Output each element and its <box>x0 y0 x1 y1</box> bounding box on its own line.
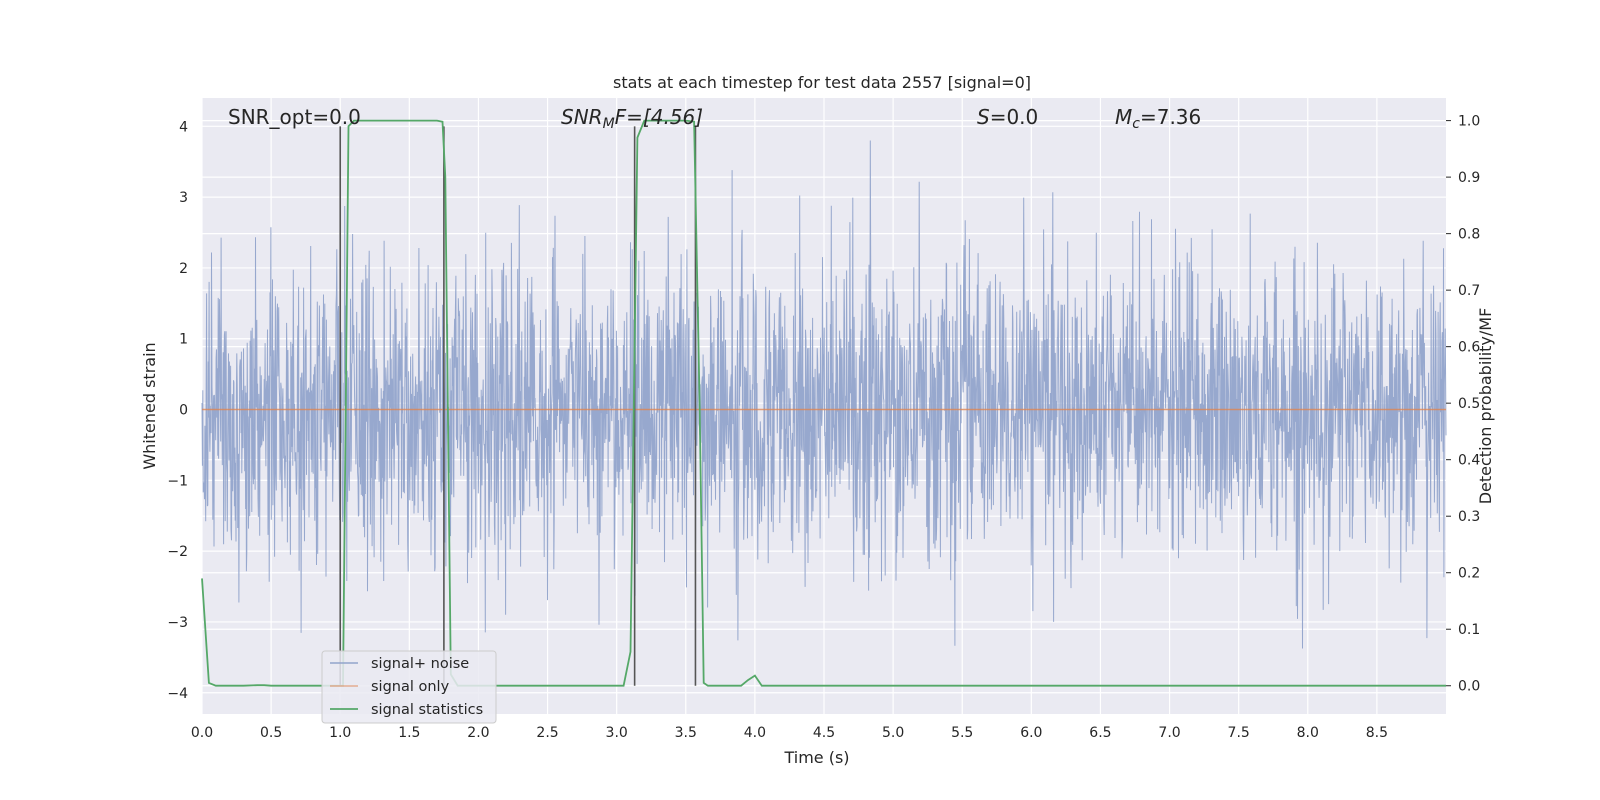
y-tick-label-right: 1.0 <box>1458 114 1480 130</box>
annotation-snr-mf-main: SNR <box>561 105 603 129</box>
y-tick-label-left: 2 <box>179 261 188 277</box>
x-tick-label: 6.0 <box>1020 725 1042 741</box>
x-tick-label: 1.5 <box>398 725 420 741</box>
legend-label-signal-statistics: signal statistics <box>371 702 483 718</box>
series-signal-noise-line <box>201 140 1447 649</box>
annotation-s-rest: =0.0 <box>990 105 1039 129</box>
y-tick-label-left: 3 <box>179 190 188 206</box>
x-tick-label: 8.5 <box>1366 725 1388 741</box>
y-tick-label-left: −2 <box>167 544 188 560</box>
y-tick-label-right: 0.4 <box>1458 453 1480 469</box>
tick-labels: 0.0 0.5 1.0 1.5 2.0 2.5 3.0 3.5 4.0 4.5 5.0 5.5 6.0 6… <box>167 114 1480 741</box>
annotation-mc-sub: c <box>1132 116 1140 132</box>
annotation-snr-mf-rest: F=[4.56] <box>615 105 703 129</box>
annotation-snr-opt: SNR_opt=0.0 <box>228 105 361 129</box>
y-axis-label-left: Whitened strain <box>140 342 159 469</box>
y-tick-label-right: 0.8 <box>1458 227 1480 243</box>
annotation-snr-mf: SNRMF=[4.56] <box>561 105 703 132</box>
legend: signal+ noise signal only signal statist… <box>321 650 497 724</box>
y-tick-label-right: 0.6 <box>1458 340 1480 356</box>
y-tick-label-right: 0.0 <box>1458 679 1480 695</box>
x-tick-label: 2.5 <box>536 725 558 741</box>
chart-title: stats at each timestep for test data 255… <box>613 73 1031 92</box>
y-tick-label-left: 0 <box>179 403 188 419</box>
y-axis-label-right: Detection probability/MF <box>1476 308 1495 505</box>
annotation-s: S=0.0 <box>977 105 1038 129</box>
legend-label-signal-noise: signal+ noise <box>371 656 469 672</box>
x-tick-label: 0.0 <box>191 725 213 741</box>
x-tick-label: 4.0 <box>744 725 766 741</box>
annotation-mc: Mc=7.36 <box>1115 105 1201 132</box>
y-tick-label-left: −1 <box>167 473 188 489</box>
x-tick-label: 0.5 <box>260 725 282 741</box>
x-tick-label: 7.0 <box>1158 725 1180 741</box>
x-tick-label: 5.5 <box>951 725 973 741</box>
x-axis-label: Time (s) <box>783 748 849 767</box>
annotation-mc-main: M <box>1115 105 1132 129</box>
x-tick-label: 3.0 <box>606 725 628 741</box>
legend-box <box>321 650 497 724</box>
y-tick-label-right: 0.1 <box>1458 622 1480 638</box>
y-tick-label-left: 4 <box>179 119 188 135</box>
y-tick-label-right: 0.3 <box>1458 509 1480 525</box>
y-tick-label-left: −4 <box>167 686 188 702</box>
y-tick-label-right: 0.7 <box>1458 283 1480 299</box>
annotation-s-main: S <box>977 105 990 129</box>
y-tick-label-right: 0.2 <box>1458 566 1480 582</box>
annotation-snr-mf-sub: M <box>603 116 615 132</box>
y-tick-label-left: −3 <box>167 615 188 631</box>
y-tick-label-right: 0.5 <box>1458 396 1480 412</box>
x-tick-label: 2.0 <box>467 725 489 741</box>
y-tick-label-left: 1 <box>179 332 188 348</box>
legend-label-signal-only: signal only <box>371 679 450 695</box>
series-signal-noise <box>201 140 1447 649</box>
x-tick-label: 1.0 <box>329 725 351 741</box>
x-tick-label: 3.5 <box>675 725 697 741</box>
x-tick-label: 4.5 <box>813 725 835 741</box>
x-tick-label: 6.5 <box>1089 725 1111 741</box>
x-tick-label: 8.0 <box>1297 725 1319 741</box>
x-tick-label: 5.0 <box>882 725 904 741</box>
annotation-mc-rest: =7.36 <box>1140 105 1201 129</box>
y-tick-label-right: 0.9 <box>1458 170 1480 186</box>
x-tick-label: 7.5 <box>1228 725 1250 741</box>
